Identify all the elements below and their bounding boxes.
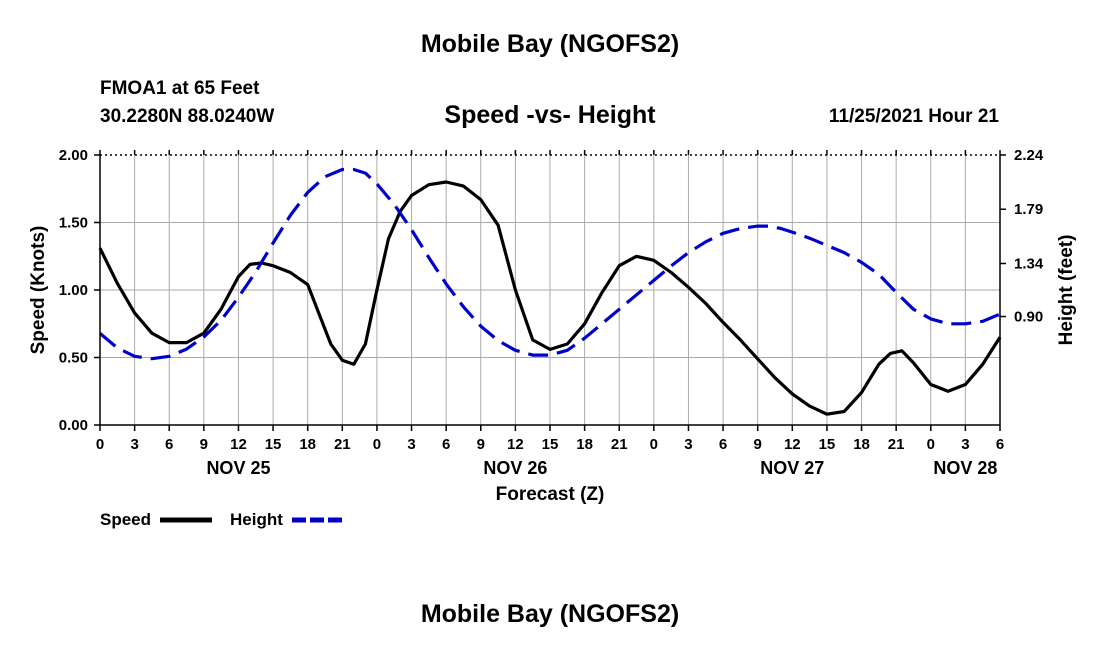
- y2-axis-title: Height (feet): [1056, 235, 1077, 346]
- x-tick-label: 15: [542, 436, 559, 453]
- x-tick-label: 6: [719, 436, 727, 453]
- footer-title: Mobile Bay (NGOFS2): [420, 600, 680, 628]
- y-tick-label: 1.00: [59, 282, 88, 299]
- x-tick-label: 0: [650, 436, 658, 453]
- legend-speed-label: Speed: [100, 510, 151, 529]
- x-tick-label: 0: [927, 436, 935, 453]
- y-tick-label: 0.00: [59, 417, 88, 434]
- y-tick-label: 2.00: [59, 147, 88, 164]
- y2-tick-label: 0.90: [1014, 309, 1043, 326]
- x-tick-label: 18: [853, 436, 870, 453]
- x-tick-label: 18: [299, 436, 316, 453]
- date-label: NOV 25: [206, 458, 270, 478]
- x-tick-label: 6: [442, 436, 450, 453]
- x-tick-label: 15: [265, 436, 282, 453]
- x-tick-label: 18: [576, 436, 593, 453]
- chart-subtitle: Speed -vs- Height: [444, 101, 656, 129]
- x-tick-label: 9: [754, 436, 762, 453]
- station-coordinates: 30.2280N 88.0240W: [100, 106, 275, 127]
- x-tick-label: 3: [407, 436, 415, 453]
- x-tick-label: 6: [165, 436, 173, 453]
- legend-height-label: Height: [230, 510, 283, 529]
- date-label: NOV 26: [483, 458, 547, 478]
- y2-tick-label: 2.24: [1014, 147, 1044, 164]
- x-tick-label: 21: [611, 436, 628, 453]
- height-series-line: [98, 167, 1001, 361]
- speed-series-line: [98, 180, 1002, 416]
- y2-tick-label: 1.34: [1014, 255, 1044, 272]
- x-tick-label: 3: [684, 436, 692, 453]
- x-tick-label: 3: [130, 436, 138, 453]
- x-tick-label: 21: [888, 436, 905, 453]
- y2-tick-label: 1.79: [1014, 201, 1043, 218]
- chart-title: Mobile Bay (NGOFS2): [420, 30, 680, 58]
- x-tick-label: 6: [996, 436, 1004, 453]
- y-tick-label: 0.50: [59, 350, 88, 367]
- x-tick-label: 3: [961, 436, 969, 453]
- y-tick-label: 1.50: [59, 215, 88, 232]
- legend: Speed Height: [100, 510, 342, 529]
- forecast-datetime: 11/25/2021 Hour 21: [828, 106, 999, 127]
- axes: 0 3 6 9 12 15 18 21 0 3 6 9 12 15 18 21 0 3 6 9 12 15 18 21 0 3 6 0…: [28, 147, 1077, 505]
- x-tick-label: 21: [334, 436, 351, 453]
- x-tick-label: 12: [230, 436, 247, 453]
- x-axis-title: Forecast (Z): [496, 484, 605, 505]
- x-tick-label: 12: [507, 436, 524, 453]
- x-tick-label: 0: [373, 436, 381, 453]
- date-label: NOV 28: [933, 458, 997, 478]
- x-tick-label: 9: [200, 436, 208, 453]
- date-label: NOV 27: [760, 458, 824, 478]
- station-label: FMOA1 at 65 Feet: [100, 78, 260, 99]
- y-axis-title: Speed (Knots): [28, 226, 49, 355]
- x-tick-label: 0: [96, 436, 104, 453]
- x-tick-label: 9: [477, 436, 485, 453]
- x-tick-label: 12: [784, 436, 801, 453]
- series: [98, 167, 1002, 416]
- grid: [100, 155, 1000, 425]
- x-tick-label: 15: [819, 436, 836, 453]
